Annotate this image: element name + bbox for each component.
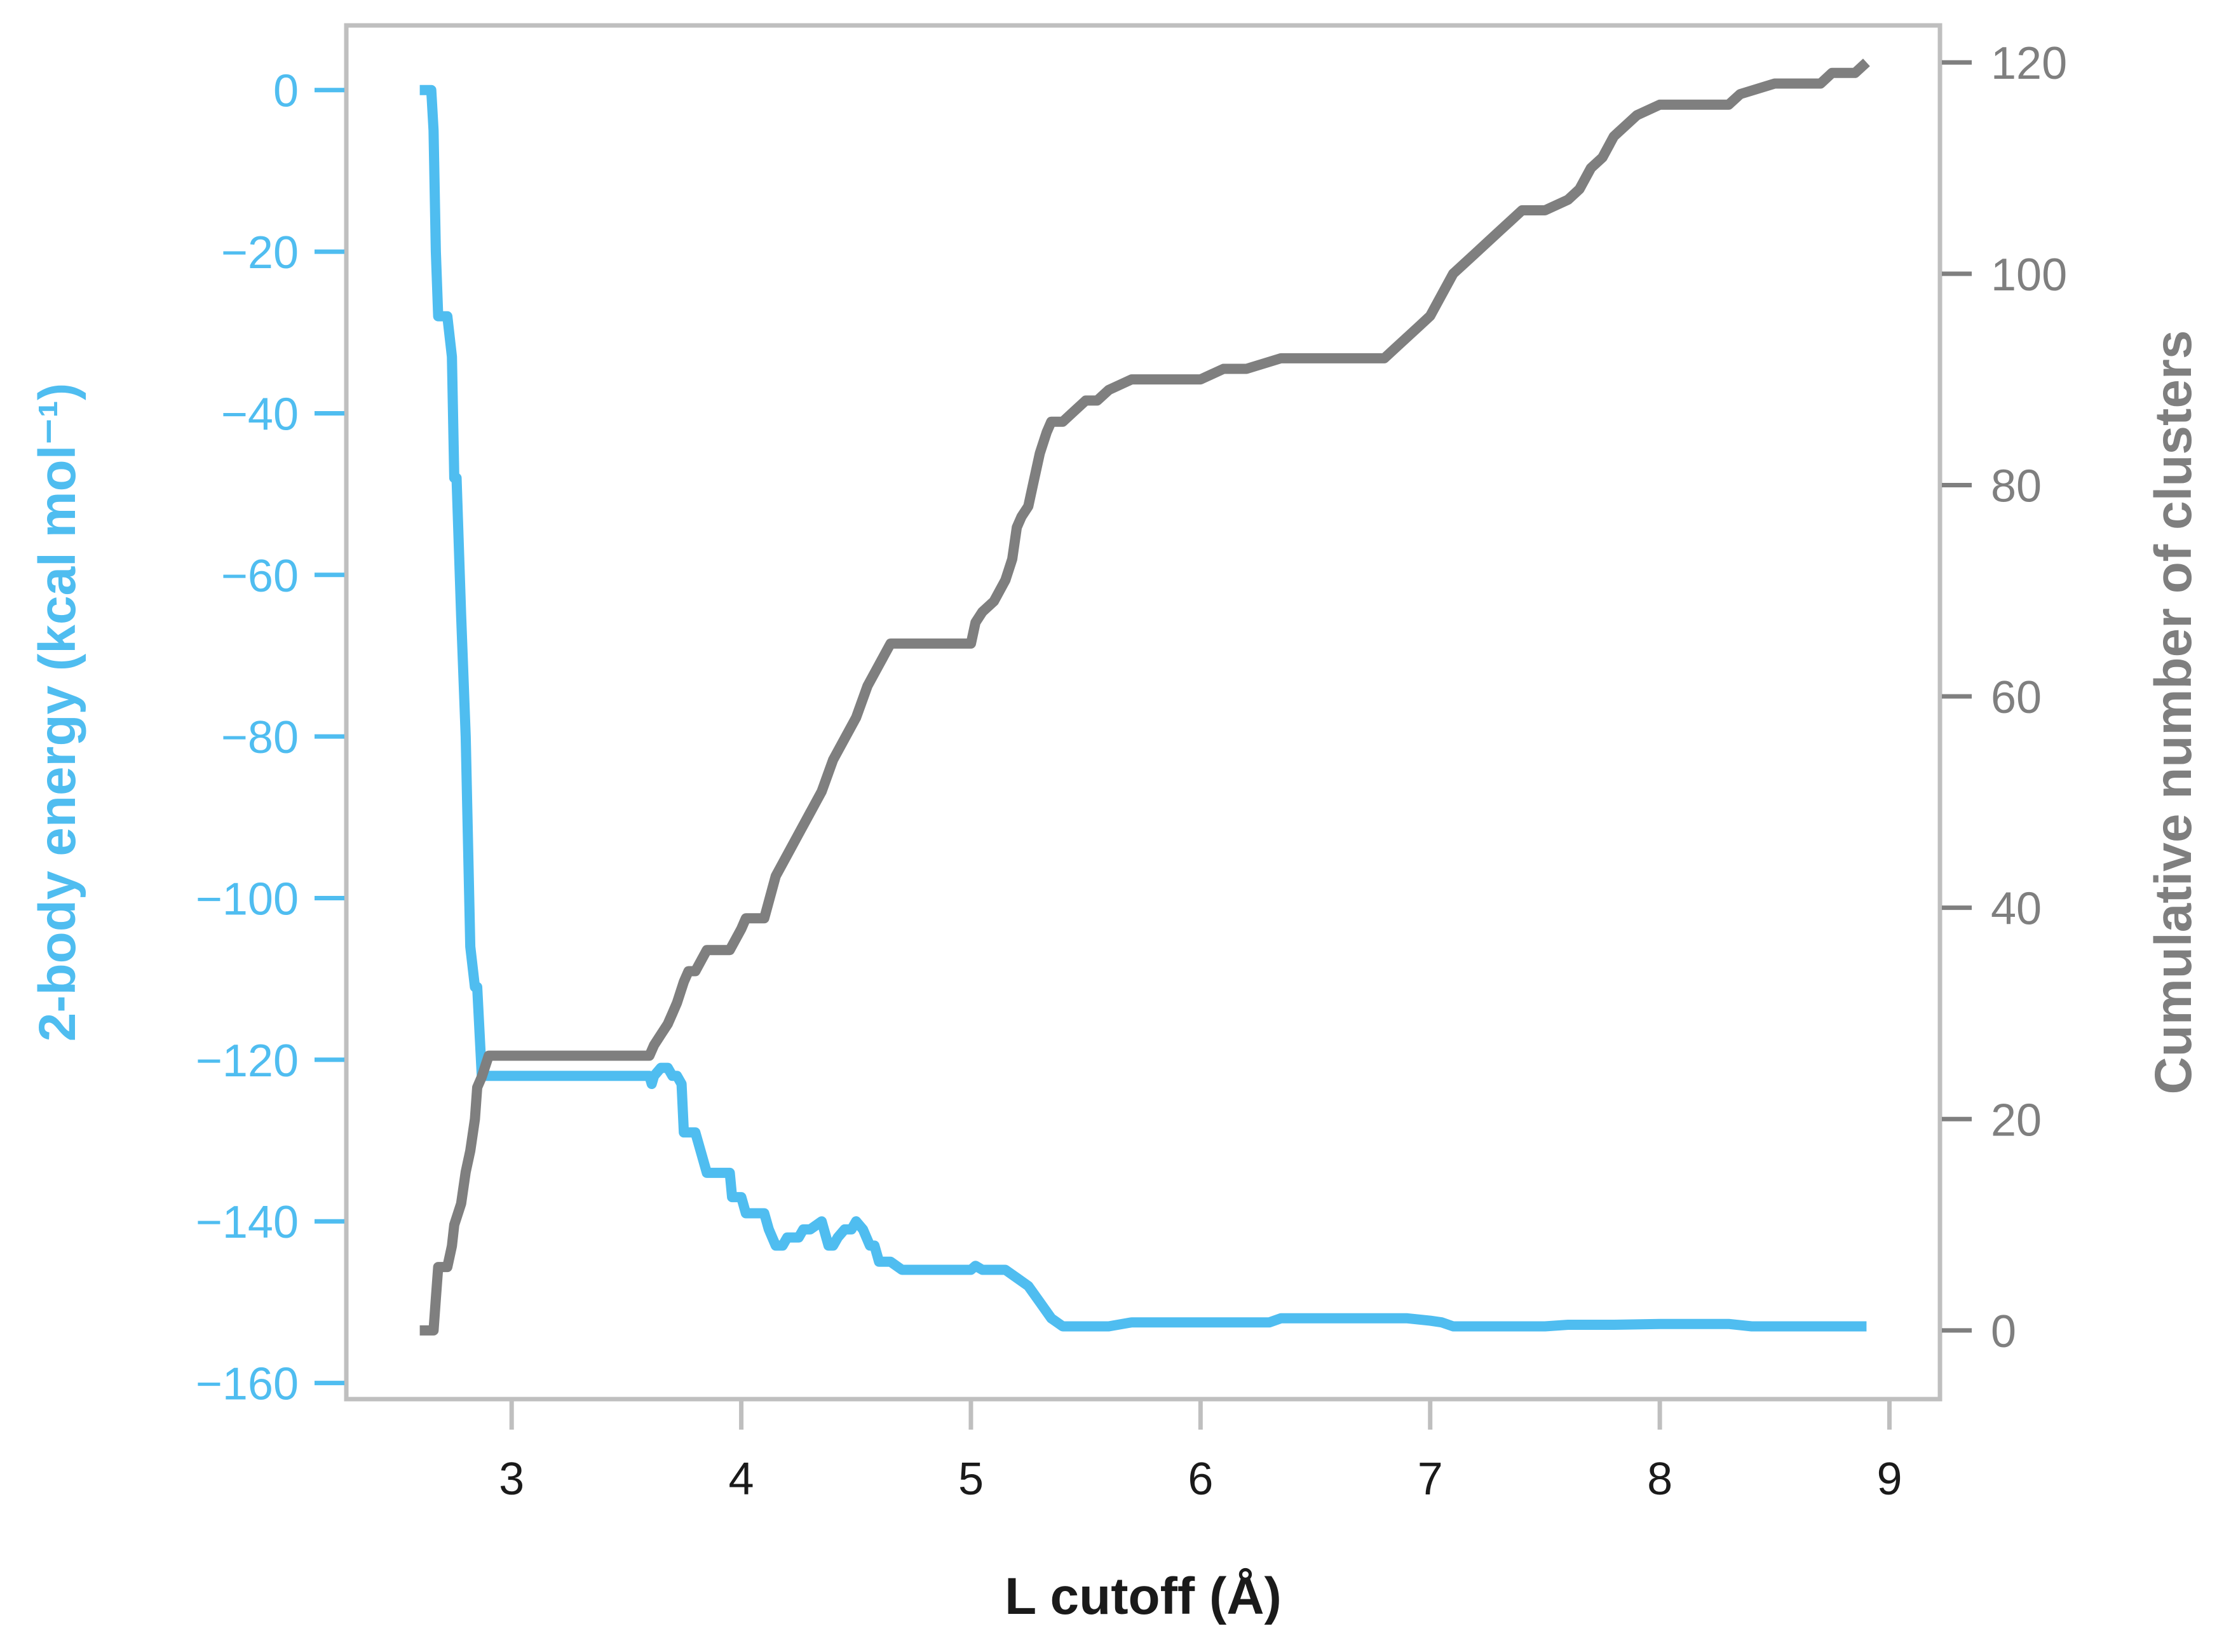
x-axis-title: L cutoff (Å) — [1005, 1567, 1282, 1625]
x-tick-label: 8 — [1647, 1454, 1672, 1505]
left-tick-label: 0 — [273, 66, 299, 117]
left-tick-label: −40 — [221, 389, 299, 440]
x-tick-label: 6 — [1188, 1454, 1213, 1505]
left-tick-label: −100 — [196, 874, 299, 925]
right-tick-label: 80 — [1991, 461, 2042, 511]
plot-frame — [344, 23, 1943, 1402]
right-tick-label: 0 — [1991, 1306, 2016, 1357]
right-tick-label: 120 — [1991, 38, 2067, 89]
x-tick-label: 7 — [1418, 1454, 1443, 1505]
left-tick-label: −60 — [221, 551, 299, 602]
clusters-series-line — [419, 58, 1870, 1336]
right-tick-label: 20 — [1991, 1095, 2042, 1146]
right-axis-title: Cumulative number of clusters — [2145, 330, 2202, 1095]
left-axis-title: 2-body energy (kcal mol⁻¹) — [29, 383, 86, 1042]
left-tick-label: −120 — [196, 1036, 299, 1087]
left-tick-label: −80 — [221, 712, 299, 763]
x-axis-ticks: 3 4 5 6 7 8 9 — [499, 1401, 1902, 1505]
right-tick-label: 60 — [1991, 672, 2042, 723]
right-tick-label: 100 — [1991, 250, 2067, 301]
energy-series-line — [419, 85, 1867, 1332]
left-tick-label: −140 — [196, 1197, 299, 1248]
left-tick-label: −20 — [221, 227, 299, 278]
x-tick-label: 3 — [499, 1454, 524, 1505]
right-tick-label: 40 — [1991, 884, 2042, 935]
left-axis-ticks: 0 −20 −40 −60 −80 −100 −120 −140 −160 — [196, 66, 344, 1410]
x-tick-label: 4 — [729, 1454, 754, 1505]
x-tick-label: 5 — [958, 1454, 984, 1505]
left-tick-label: −160 — [196, 1359, 299, 1410]
x-tick-label: 9 — [1876, 1454, 1902, 1505]
right-axis-ticks: 120 100 80 60 40 20 0 — [1942, 38, 2067, 1357]
